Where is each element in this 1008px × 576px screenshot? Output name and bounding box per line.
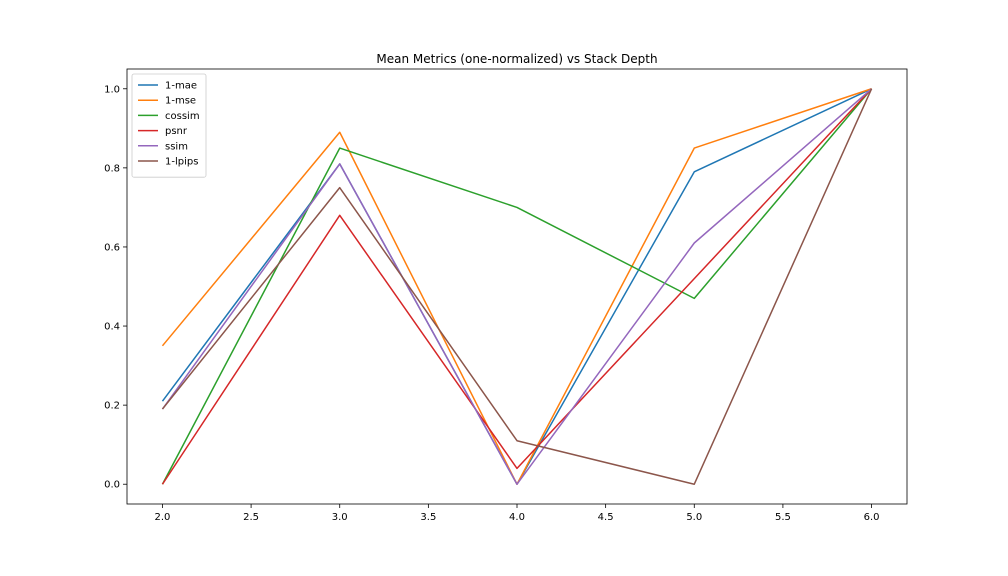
series-line-1-lpips — [161, 88, 873, 485]
y-tick-label: 0.2 — [104, 401, 120, 412]
x-tick-label: 5.5 — [775, 512, 791, 523]
legend-label-1-mae: 1-mae — [165, 81, 197, 92]
series-line-ssim — [161, 88, 873, 485]
x-tick-label: 3.0 — [332, 512, 348, 523]
series-line-psnr — [161, 88, 873, 485]
y-tick-label: 0.4 — [104, 322, 120, 333]
legend-label-cossim: cossim — [165, 111, 200, 122]
legend-label-1-mse: 1-mse — [165, 96, 196, 107]
chart-title: Mean Metrics (one-normalized) vs Stack D… — [376, 52, 657, 66]
x-tick-label: 5.0 — [686, 512, 702, 523]
x-tick-label: 6.0 — [864, 512, 880, 523]
y-axis: 0.0 0.2 0.4 0.6 0.8 1.0 — [104, 84, 127, 491]
x-axis: 2.0 2.5 3.0 3.5 4.0 4.5 5.0 5.5 6.0 — [155, 504, 880, 523]
y-tick-label: 1.0 — [104, 84, 120, 95]
series-layer — [161, 88, 873, 485]
x-tick-label: 2.5 — [243, 512, 259, 523]
legend: 1-mae 1-mse cossim psnr ssim 1-lpips — [131, 73, 207, 178]
x-tick-label: 2.0 — [155, 512, 171, 523]
x-tick-label: 4.5 — [598, 512, 614, 523]
x-tick-label: 4.0 — [509, 512, 525, 523]
legend-label-psnr: psnr — [165, 126, 188, 137]
legend-label-ssim: ssim — [165, 141, 188, 152]
x-tick-label: 3.5 — [420, 512, 436, 523]
y-tick-label: 0.8 — [104, 163, 120, 174]
y-tick-label: 0.6 — [104, 242, 120, 253]
series-line-cossim — [161, 88, 873, 485]
y-tick-label: 0.0 — [104, 480, 120, 491]
legend-label-1-lpips: 1-lpips — [165, 157, 198, 168]
